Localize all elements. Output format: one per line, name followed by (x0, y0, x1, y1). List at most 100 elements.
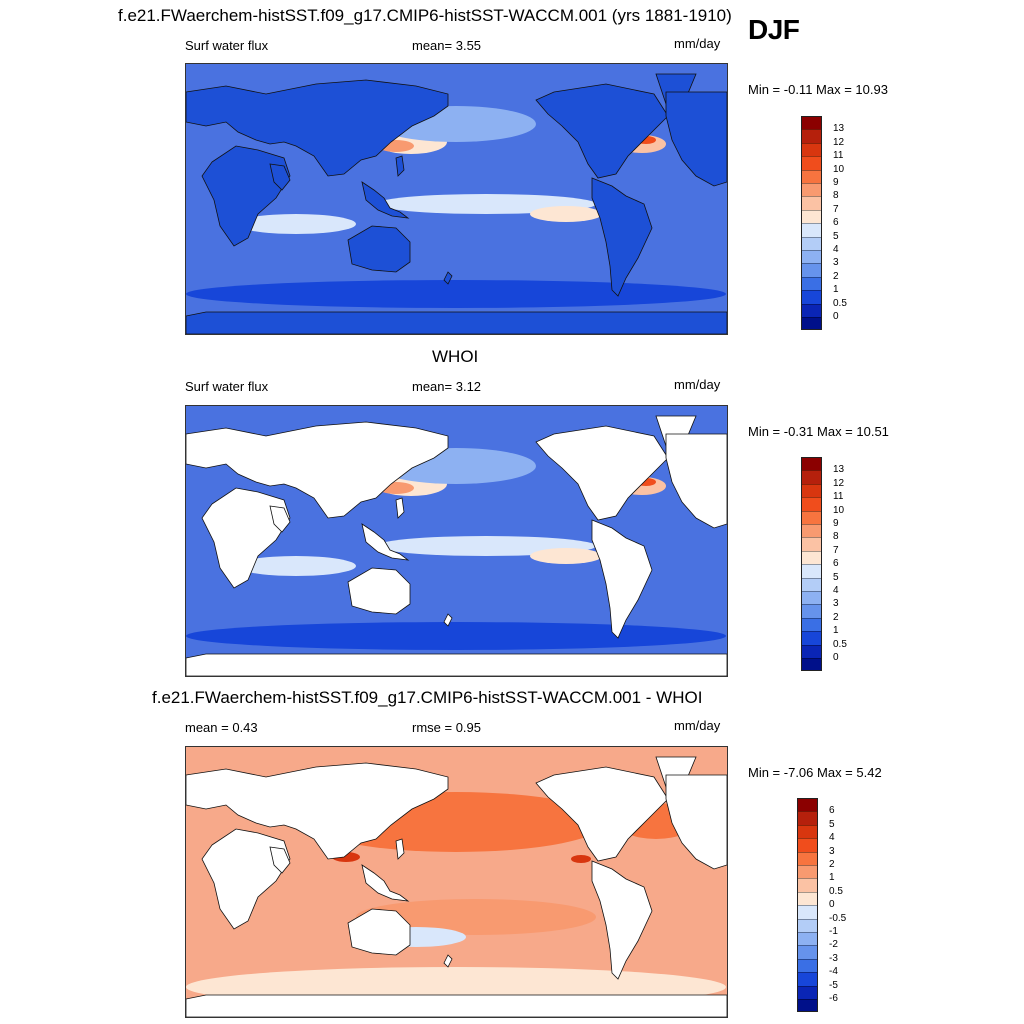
contour-region (186, 280, 726, 308)
colorbar-tick-label: -6 (829, 993, 838, 1004)
colorbar-tick-label: -3 (829, 952, 838, 964)
land-mass (186, 421, 449, 519)
land-mass (665, 774, 727, 870)
colorbar-swatch (801, 591, 822, 605)
colorbar-tick-label: 6 (833, 217, 839, 229)
land-mass (535, 766, 669, 862)
colorbar-tick-label: 12 (833, 136, 845, 148)
colorbar-tick-label: 4 (829, 832, 835, 844)
land-mass (591, 177, 653, 297)
colorbar-swatch (801, 169, 822, 183)
colorbar-tick-label: 12 (833, 477, 845, 489)
contour-region (530, 548, 602, 564)
colorbar-swatch (801, 183, 822, 197)
panel2-units-label: mm/day (674, 377, 721, 392)
land-mass (591, 519, 653, 639)
colorbar-swatch (801, 303, 822, 317)
colorbar-swatch (797, 985, 818, 999)
colorbar-tick-label: 10 (833, 163, 845, 175)
colorbar-swatch (801, 250, 822, 264)
colorbar-swatch (801, 196, 822, 210)
colorbar-swatch (797, 945, 818, 959)
land-mass (665, 91, 727, 187)
colorbar-tick-label: 2 (833, 270, 839, 282)
panel3-units-label: mm/day (674, 718, 721, 733)
panel2-mean-label: mean= 3.12 (412, 379, 482, 394)
colorbar-swatch (801, 497, 822, 511)
colorbar-tick-label: 10 (833, 504, 845, 516)
panel3-title: f.e21.FWaerchem-histSST.f09_g17.CMIP6-hi… (152, 688, 703, 707)
colorbar-tick-label: -2 (829, 939, 838, 951)
colorbar-swatch (801, 209, 822, 224)
panel1-minmax-label: Min = -0.11 Max = 10.93 (748, 82, 888, 97)
panel2-title: WHOI (432, 347, 479, 366)
colorbar-swatch (797, 878, 818, 892)
colorbar-tick-label: 7 (833, 544, 839, 556)
colorbar-tick-label: 3 (833, 257, 839, 269)
colorbar-swatch (801, 564, 822, 578)
panel1-units-label: mm/day (674, 36, 721, 51)
colorbar-frame (801, 116, 822, 331)
colorbar-swatch (801, 617, 822, 632)
colorbar-tick-label: 3 (833, 598, 839, 610)
colorbar-tick-label: 13 (833, 123, 845, 135)
panel3-minmax-label: Min = -7.06 Max = 5.42 (748, 765, 882, 780)
land-mass (347, 225, 411, 273)
colorbar-tick-label: -4 (829, 966, 838, 978)
colorbar-tick-label: 2 (829, 859, 835, 870)
colorbar-swatch (801, 483, 822, 498)
land-mass (443, 954, 453, 968)
colorbar-tick-label: 0 (833, 311, 839, 322)
contour-region (356, 899, 596, 935)
colorbar-tick-label: 11 (833, 150, 844, 162)
colorbar-swatch (797, 865, 818, 879)
land-mass (201, 145, 291, 247)
colorbar-tick-label: 0.5 (833, 297, 847, 309)
colorbar-tick-label: 1 (833, 284, 839, 296)
colorbar-swatch (801, 129, 822, 143)
colorbar-swatch (801, 604, 822, 618)
panel1-variable-label: Surf water flux (185, 38, 269, 53)
panel2-variable-label: Surf water flux (185, 379, 269, 394)
colorbar-tick-label: 13 (833, 464, 845, 476)
colorbar-tick-label: 6 (833, 558, 839, 570)
land-mass (201, 828, 291, 930)
colorbar-tick-label: 0 (829, 899, 835, 911)
land-mass (186, 762, 449, 860)
colorbar-swatch (797, 838, 818, 852)
panel2-map (185, 405, 728, 677)
contour-region (530, 206, 602, 222)
contour-region (571, 855, 591, 863)
land-mass (269, 163, 291, 191)
colorbar-tick-label: 5 (833, 571, 839, 583)
panel3-map (185, 746, 728, 1018)
colorbar-swatch (801, 263, 822, 277)
colorbar-tick-label: 5 (829, 818, 835, 830)
colorbar-swatch (797, 999, 818, 1013)
land-mass (591, 860, 653, 980)
colorbar-swatch (801, 550, 822, 565)
colorbar-frame (797, 798, 818, 1013)
panel2-minmax-label: Min = -0.31 Max = 10.51 (748, 424, 889, 439)
land-mass (186, 311, 727, 334)
colorbar-tick-label: 3 (829, 845, 835, 857)
colorbar-tick-label: -0.5 (829, 912, 847, 924)
land-mass (186, 79, 449, 177)
contour-region (236, 214, 356, 234)
colorbar-tick-label: 4 (833, 585, 839, 596)
season-label: DJF (748, 14, 800, 45)
land-mass (269, 505, 291, 533)
panel3-mean-label: mean = 0.43 (185, 720, 258, 735)
colorbar-tick-label: 0 (833, 652, 839, 663)
panel1-mean-label: mean= 3.55 (412, 38, 482, 53)
colorbar-swatch (801, 537, 822, 551)
contour-region (236, 556, 356, 576)
colorbar-frame (801, 457, 822, 672)
panel1-map (185, 63, 728, 335)
colorbar-tick-label: 4 (833, 244, 839, 255)
colorbar-tick-label: 0.5 (829, 885, 843, 897)
colorbar-swatch (801, 156, 822, 170)
colorbar-tick-label: 0.5 (833, 638, 847, 650)
colorbar-swatch (797, 918, 818, 932)
colorbar-tick-label: -1 (829, 926, 838, 937)
